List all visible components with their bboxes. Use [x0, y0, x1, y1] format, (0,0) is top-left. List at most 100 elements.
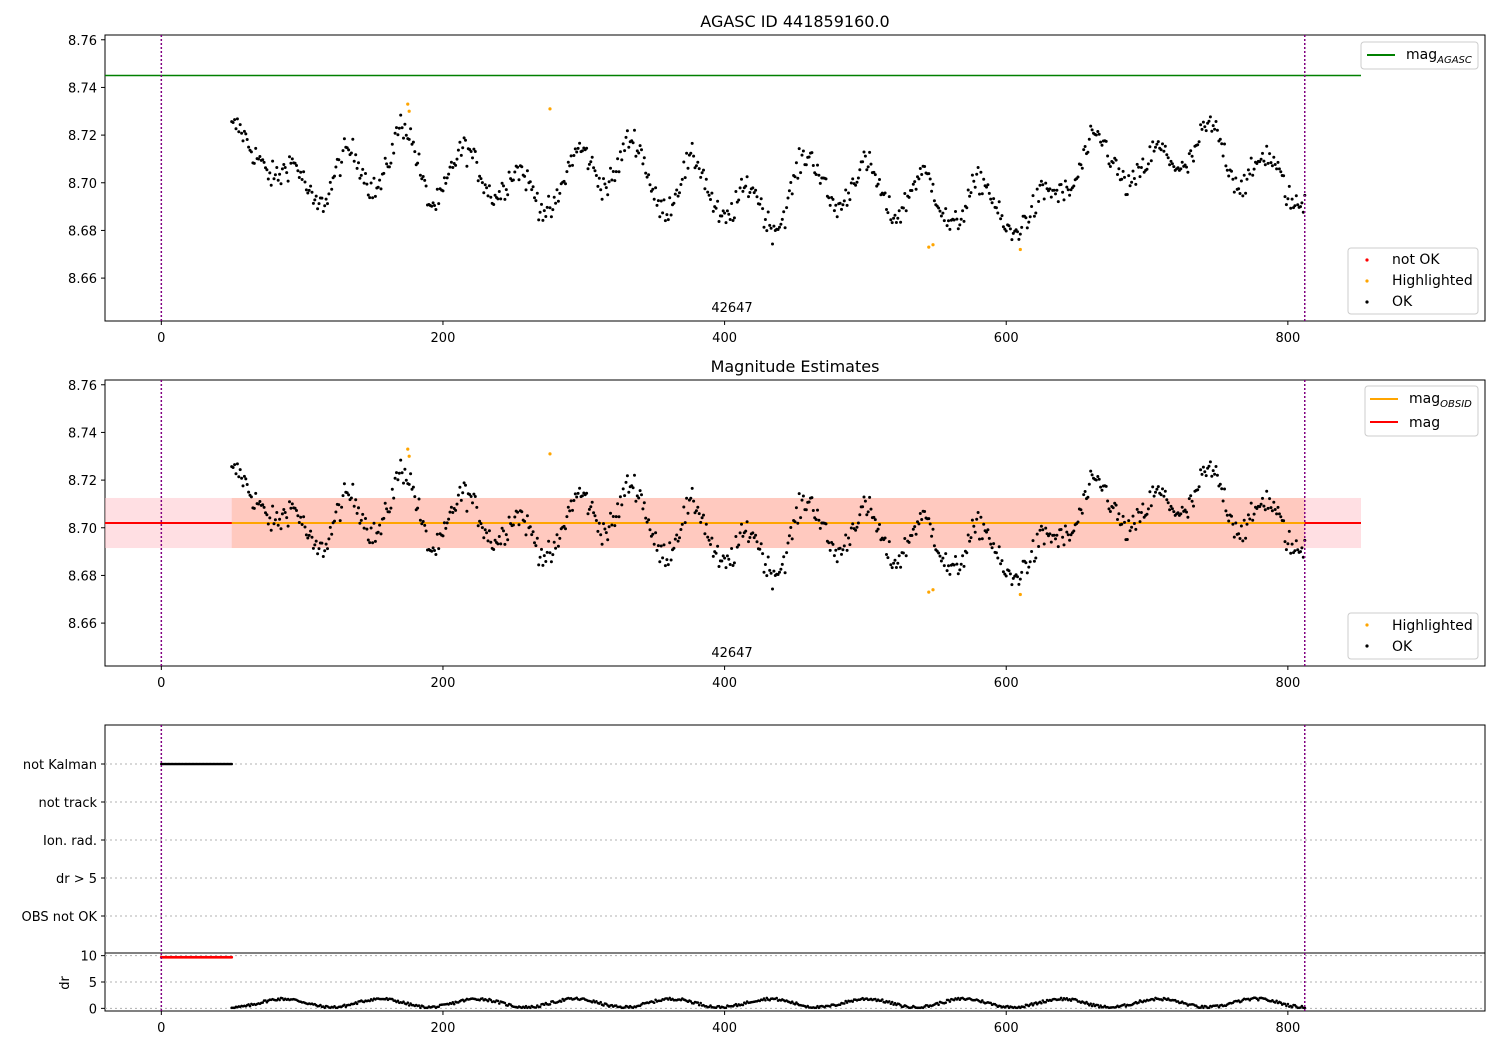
- p1-point-ok-130: [413, 150, 417, 154]
- p2-point-ok-348: [720, 559, 724, 563]
- dr-point-437: [775, 996, 778, 1000]
- p2-point-ok-232: [556, 544, 560, 548]
- p2-point-ok-528: [973, 530, 977, 534]
- dr-point-485: [843, 1002, 846, 1005]
- p2-point-ok-144: [433, 549, 436, 552]
- p1-point-ok-391: [780, 217, 784, 221]
- p1-point-ok-687: [1197, 140, 1201, 144]
- p1-point-ok-97: [366, 193, 370, 197]
- p2-point-highlighted-5: [1018, 592, 1022, 597]
- dr-point-628: [1044, 1000, 1047, 1004]
- p1-point-ok-526: [970, 173, 974, 177]
- p1-point-ok-422: [824, 177, 828, 181]
- p2-point-ok-443: [854, 528, 858, 532]
- p1-point-ok-56: [309, 184, 313, 188]
- p1-point-ok-410: [807, 155, 811, 159]
- p2-point-ok-137: [423, 523, 427, 527]
- p2-point-ok-65: [321, 555, 325, 558]
- p2-point-ok-256: [590, 500, 594, 504]
- panel-3-frame: [104, 724, 1486, 954]
- p2-point-ok-68: [326, 547, 329, 551]
- p1-point-ok-154: [447, 172, 451, 176]
- p2-ytick-label-0: 8.66: [68, 617, 97, 632]
- p2-point-ok-215: [533, 541, 536, 545]
- p1-point-ok-315: [673, 192, 677, 196]
- p2-point-ok-711: [1231, 522, 1235, 526]
- p2-point-ok-456: [872, 515, 876, 519]
- p1-ytick-label-5: 8.76: [68, 34, 97, 49]
- p1-point-ok-576: [1041, 183, 1045, 187]
- legend-mag-label: mag: [1409, 415, 1440, 431]
- p2-point-ok-390: [779, 567, 783, 571]
- dr-point-560: [948, 1000, 952, 1003]
- p1-point-ok-52: [303, 180, 307, 184]
- p1-point-ok-404: [799, 171, 803, 175]
- p2-point-ok-221: [541, 563, 545, 567]
- p1-point-ok-215: [533, 196, 536, 200]
- p1-point-ok-177: [479, 177, 483, 181]
- dr-point-309: [595, 1000, 598, 1003]
- p1-point-ok-396: [787, 189, 791, 193]
- p1-point-ok-62: [317, 202, 321, 206]
- p2-point-ok-118: [396, 478, 400, 482]
- p1-point-ok-118: [396, 133, 400, 137]
- p2-point-ok-133: [417, 497, 421, 501]
- p1-point-ok-128: [410, 142, 414, 146]
- dr-point-512: [881, 998, 884, 1001]
- p2-point-ok-663: [1163, 489, 1167, 493]
- p2-point-ok-720: [1244, 536, 1248, 540]
- p2-point-ok-115: [392, 496, 396, 500]
- p2-point-ok-186: [492, 548, 496, 551]
- p1-point-ok-621: [1104, 139, 1108, 143]
- p2-point-ok-90: [357, 506, 360, 510]
- p1-point-ok-60: [314, 194, 318, 198]
- p2-point-ok-751: [1287, 529, 1291, 533]
- dr-point-705: [1152, 998, 1156, 1002]
- p2-point-ok-73: [333, 519, 336, 523]
- p1-point-ok-89: [355, 166, 359, 170]
- p2-point-ok-434: [841, 548, 845, 552]
- p2-point-ok-276: [618, 495, 622, 499]
- p1-point-ok-249: [580, 149, 584, 153]
- p2-point-ok-98: [368, 541, 372, 545]
- p1-point-ok-692: [1204, 129, 1208, 133]
- p2-point-ok-708: [1227, 519, 1231, 523]
- flag-label-3: dr > 5: [56, 872, 97, 887]
- p2-point-ok-156: [449, 505, 453, 509]
- p2-point-ok-537: [986, 528, 990, 532]
- p2-point-ok-291: [640, 493, 643, 497]
- p1-point-ok-638: [1128, 184, 1132, 188]
- p1-point-ok-16: [252, 161, 256, 165]
- p1-point-ok-492: [923, 165, 927, 168]
- p2-point-ok-114: [390, 487, 394, 491]
- p2-point-ok-109: [383, 501, 387, 505]
- p1-point-ok-527: [972, 179, 976, 183]
- p1-point-ok-254: [587, 162, 591, 166]
- p1-point-ok-377: [761, 207, 765, 211]
- p2-point-ok-25: [265, 513, 269, 517]
- p1-point-ok-372: [754, 188, 758, 192]
- p2-point-ok-46: [295, 509, 298, 512]
- p1-point-ok-348: [720, 214, 724, 218]
- p1-point-ok-486: [914, 187, 918, 191]
- p2-point-ok-11: [245, 483, 249, 486]
- p1-point-ok-82: [345, 146, 349, 150]
- p2-point-ok-96: [365, 527, 369, 531]
- p1-point-ok-604: [1080, 166, 1084, 170]
- p1-point-ok-187: [493, 193, 497, 197]
- p2-point-ok-645: [1138, 520, 1142, 524]
- p2-point-ok-523: [966, 533, 970, 537]
- p1-point-ok-68: [326, 202, 329, 206]
- p1-point-ok-96: [365, 182, 369, 186]
- p2-point-ok-219: [538, 555, 542, 559]
- p1-point-ok-290: [638, 144, 642, 148]
- p1-point-ok-146: [435, 187, 439, 191]
- p1-point-ok-436: [844, 188, 848, 192]
- p2-point-ok-93: [361, 512, 365, 516]
- p1-point-ok-515: [955, 217, 959, 221]
- p2-point-ok-134: [418, 518, 422, 522]
- p1-point-ok-300: [652, 197, 656, 201]
- p1-point-ok-593: [1065, 185, 1069, 189]
- p1-point-ok-145: [434, 208, 438, 211]
- p1-point-ok-160: [455, 157, 459, 161]
